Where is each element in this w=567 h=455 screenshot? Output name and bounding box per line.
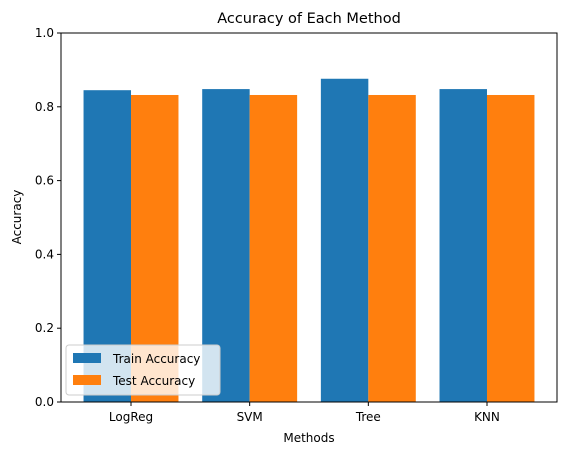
x-tick-label-tree: Tree [355, 410, 381, 424]
chart-title: Accuracy of Each Method [217, 11, 401, 27]
y-tick-label: 1.0 [35, 26, 54, 40]
y-axis-label: Accuracy [10, 190, 24, 245]
x-axis-label: Methods [283, 431, 334, 445]
x-tick-label-svm: SVM [237, 410, 263, 424]
y-tick-label: 0.0 [35, 395, 54, 409]
plot-area-frame [60, 32, 558, 403]
legend-swatch-train [73, 353, 101, 363]
bar-test-tree [368, 94, 416, 402]
legend-swatch-test [73, 375, 101, 385]
bar-test-svm [249, 94, 298, 402]
legend: Train Accuracy Test Accuracy [65, 344, 221, 396]
legend-label-test: Test Accuracy [112, 374, 195, 388]
y-tick-label: 0.8 [35, 100, 54, 114]
y-tick-label: 0.2 [35, 321, 54, 335]
x-tick-label-logreg: LogReg [109, 410, 153, 424]
bar-test-knn [486, 94, 535, 402]
y-axis: 0.0 0.2 0.4 0.6 0.8 1.0 [35, 26, 61, 409]
legend-box [65, 344, 221, 396]
bar-train-tree [320, 78, 369, 403]
y-tick-label: 0.6 [35, 174, 54, 188]
legend-label-train: Train Accuracy [112, 352, 200, 366]
x-tick-label-knn: KNN [474, 410, 500, 424]
bar-train-knn [439, 89, 487, 402]
x-axis: LogReg SVM Tree KNN [109, 402, 500, 424]
y-tick-label: 0.4 [35, 247, 54, 261]
